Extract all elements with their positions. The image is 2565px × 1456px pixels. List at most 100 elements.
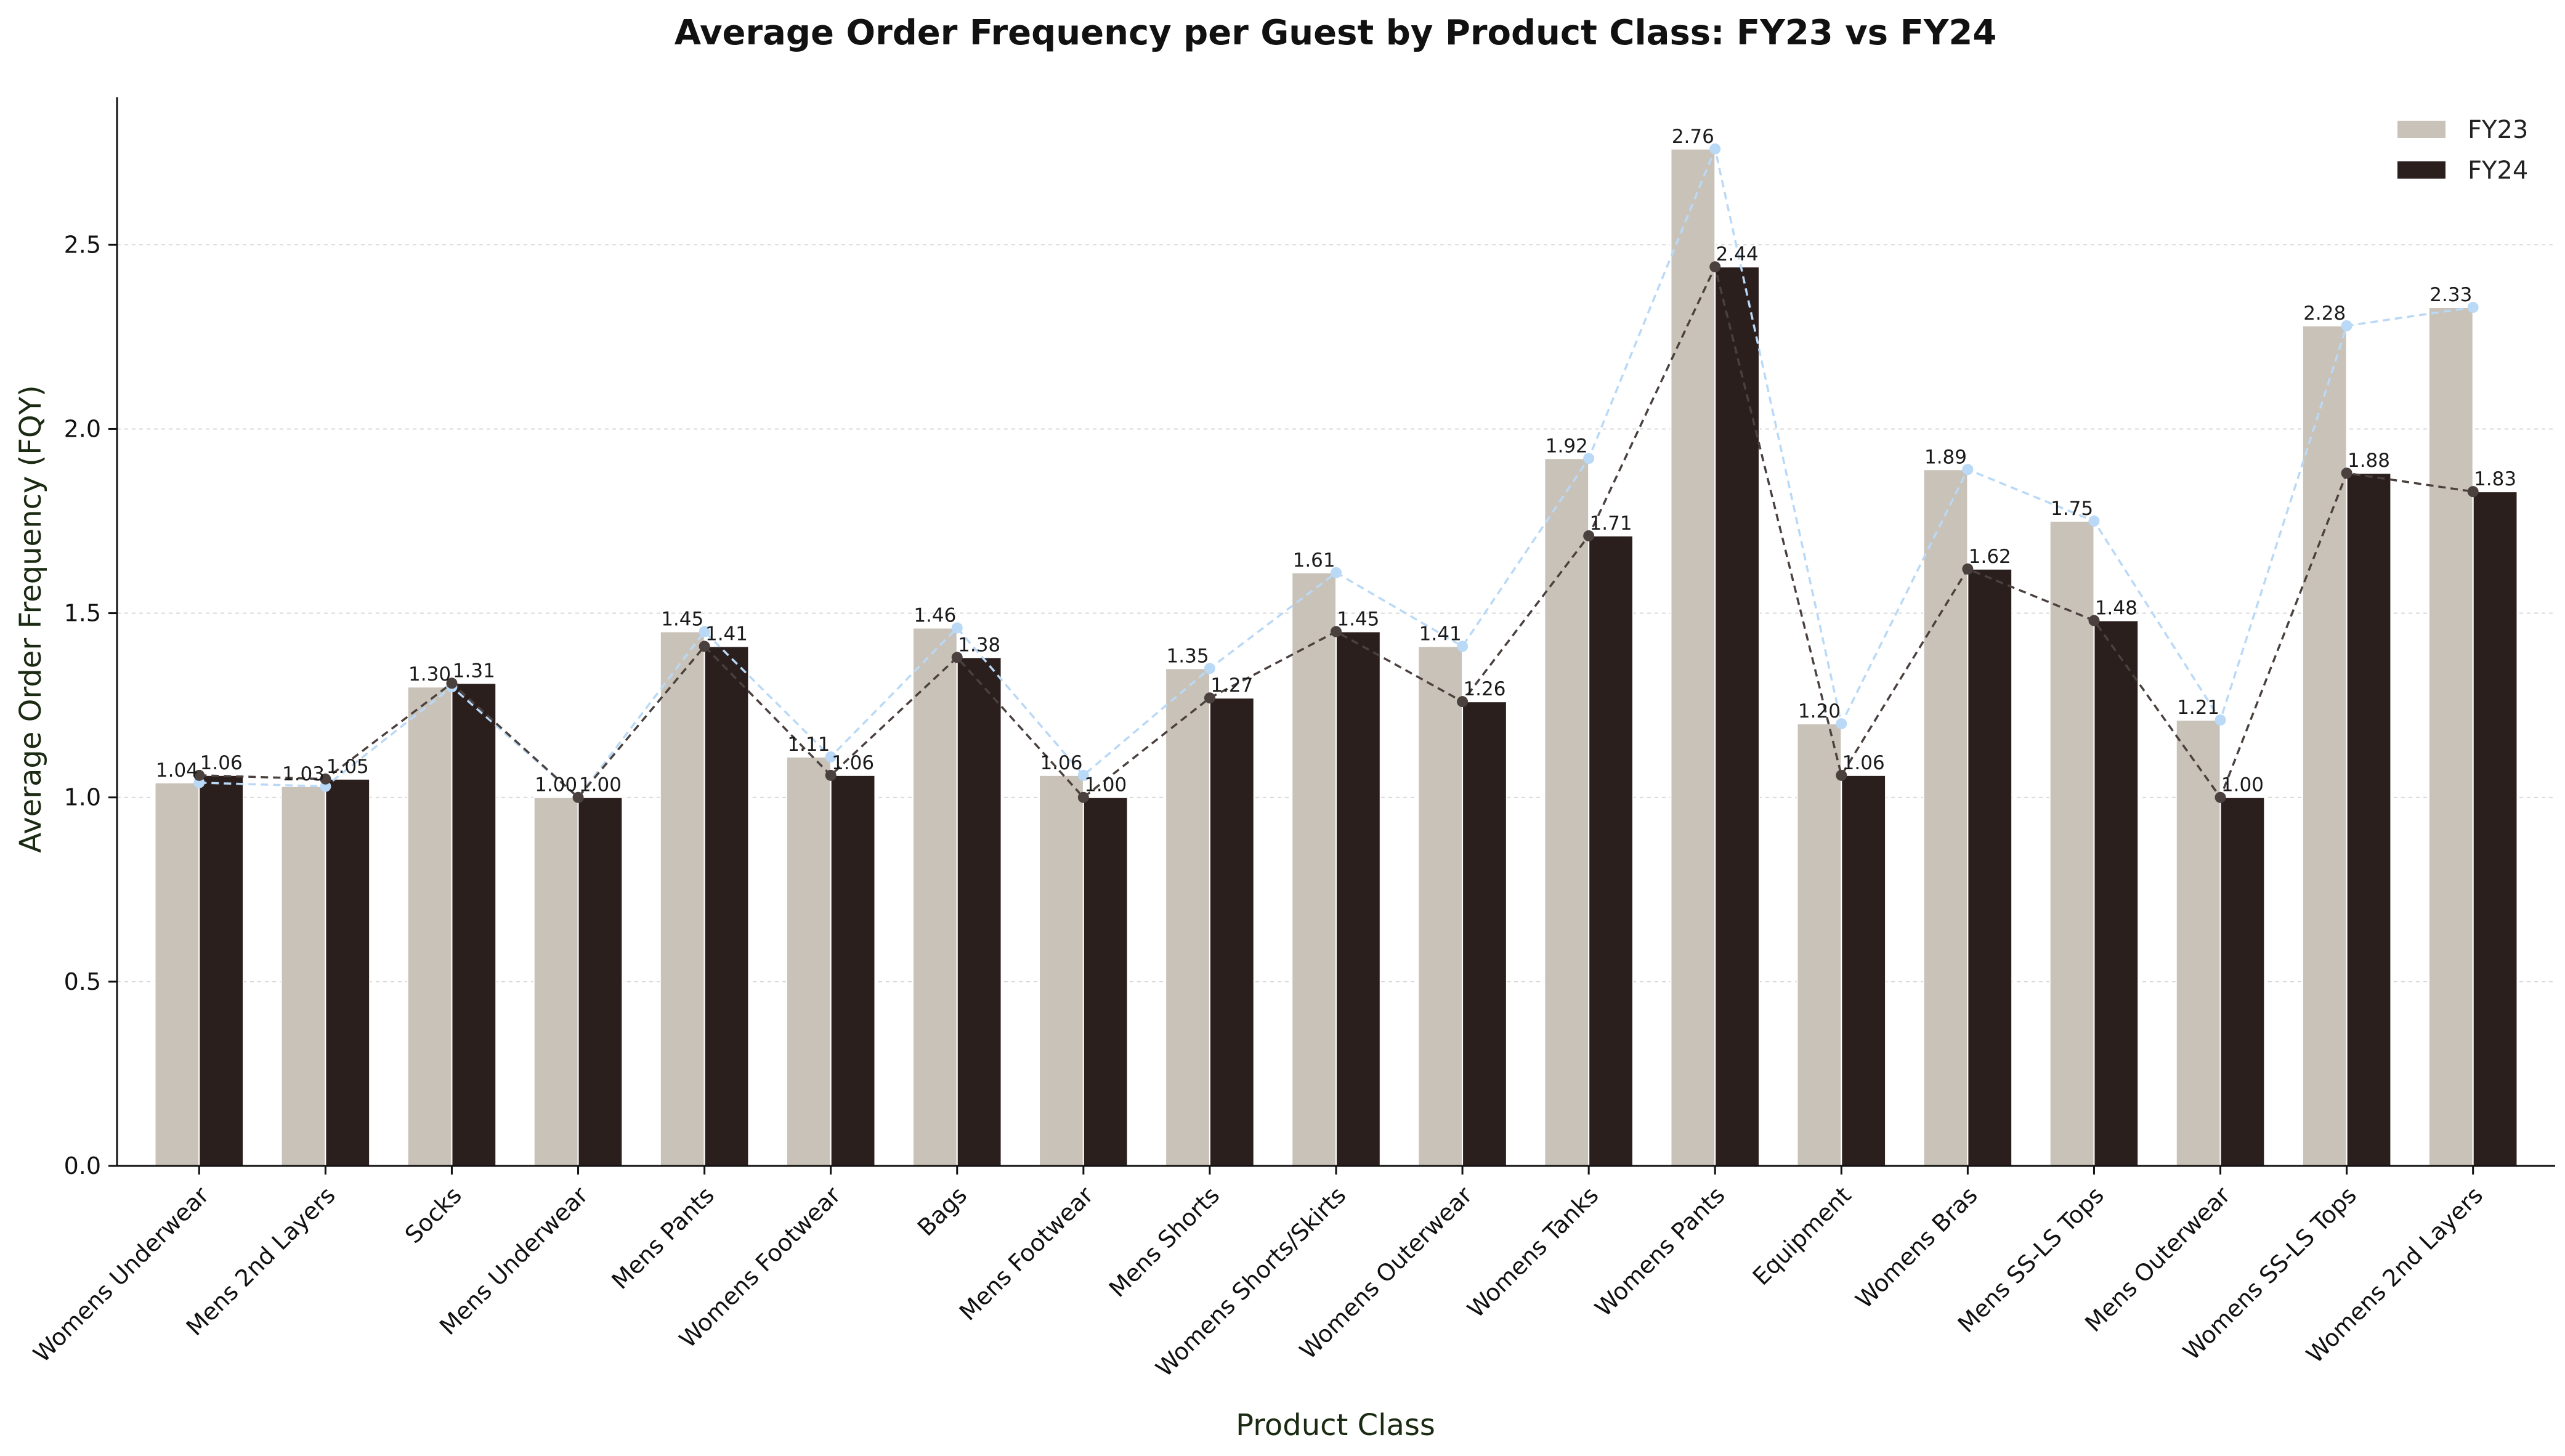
bar-fy24 xyxy=(830,774,876,1167)
data-label-fy24: 1.48 xyxy=(2095,597,2138,620)
marker-fy24 xyxy=(2467,486,2479,498)
bar-fy24 xyxy=(1714,266,1761,1167)
bar-fy23 xyxy=(2049,520,2095,1167)
bar-fy23 xyxy=(785,756,832,1167)
bar-fy23 xyxy=(1796,723,1842,1167)
x-tick-label: Equipment xyxy=(1748,1181,1857,1290)
marker-fy23 xyxy=(1962,464,1974,475)
bars xyxy=(154,148,2518,1167)
marker-fy24 xyxy=(320,773,331,785)
bar-fy23 xyxy=(2175,719,2221,1167)
bar-fy23 xyxy=(659,631,705,1167)
marker-fy23 xyxy=(951,622,963,634)
data-label-fy24: 1.06 xyxy=(200,752,243,774)
marker-fy24 xyxy=(193,769,205,781)
bar-fy23 xyxy=(1544,458,1590,1167)
y-tick-label: 0.0 xyxy=(64,1152,101,1179)
y-tick-label: 2.0 xyxy=(64,415,101,442)
bar-fy23 xyxy=(154,782,200,1167)
data-label-fy23: 1.75 xyxy=(2051,498,2093,520)
y-tick-label: 0.5 xyxy=(64,968,101,995)
data-label-fy24: 1.26 xyxy=(1463,678,1505,700)
marker-fy23 xyxy=(2467,302,2479,313)
data-label-fy24: 2.44 xyxy=(1716,243,1759,265)
data-label-fy24: 1.83 xyxy=(2474,468,2516,490)
data-label-fy23: 1.92 xyxy=(1546,435,1588,457)
legend-swatch-fy24 xyxy=(2397,161,2445,179)
marker-fy24 xyxy=(1962,563,1974,575)
bar-fy23 xyxy=(2301,325,2348,1167)
x-tick-label: Mens Shorts xyxy=(1104,1181,1225,1303)
data-label-fy24: 1.31 xyxy=(453,660,495,682)
marker-fy23 xyxy=(2088,516,2100,527)
legend-label-fy23: FY23 xyxy=(2468,116,2528,144)
data-label-fy23: 1.35 xyxy=(1167,645,1209,667)
x-tick-label: Bags xyxy=(912,1181,972,1241)
bar-fy23 xyxy=(1165,668,1210,1167)
bar-fy23 xyxy=(1923,469,1969,1167)
bar-fy23 xyxy=(407,686,453,1167)
marker-fy24 xyxy=(1457,696,1469,708)
bar-fy23 xyxy=(912,627,958,1167)
bar-fy24 xyxy=(1335,631,1381,1167)
bar-fy24 xyxy=(325,778,371,1167)
data-label-fy24: 1.71 xyxy=(1590,512,1632,535)
data-label-fy23: 2.76 xyxy=(1672,126,1714,148)
x-axis-label: Product Class xyxy=(1236,1408,1435,1442)
marker-fy24 xyxy=(2214,791,2226,803)
trend-lines xyxy=(193,143,2479,803)
data-label-fy24: 1.88 xyxy=(2348,450,2390,472)
data-label-fy23: 2.33 xyxy=(2429,284,2472,306)
data-label-fy23: 1.61 xyxy=(1293,549,1335,572)
marker-fy24 xyxy=(446,677,458,689)
data-label-fy23: 1.30 xyxy=(408,663,451,686)
marker-fy24 xyxy=(572,791,584,803)
data-label-fy24: 1.00 xyxy=(1084,774,1127,796)
data-label-fy23: 1.03 xyxy=(282,763,325,785)
marker-fy24 xyxy=(1583,530,1595,541)
data-label-fy23: 1.00 xyxy=(535,774,577,796)
marker-fy24 xyxy=(1077,791,1089,803)
bar-fy23 xyxy=(1670,148,1716,1167)
legend-swatch-fy23 xyxy=(2397,121,2445,138)
marker-fy23 xyxy=(1709,143,1721,155)
data-label-fy24: 1.06 xyxy=(1842,752,1885,774)
bar-fy24 xyxy=(2093,620,2139,1167)
x-tick-label: Womens Underwear xyxy=(28,1181,214,1367)
data-labels: 1.04 1.06 1.03 1.051.30 1.311.00 1.001.451.41… xyxy=(156,126,2516,796)
marker-fy24 xyxy=(699,641,710,652)
x-tick-label: Mens Footwear xyxy=(954,1181,1099,1326)
bar-fy23 xyxy=(1039,774,1084,1167)
legend-label-fy24: FY24 xyxy=(2468,156,2528,185)
data-label-fy24: 1.62 xyxy=(1969,546,2011,568)
data-label-fy24: 1.05 xyxy=(326,756,369,778)
marker-fy23 xyxy=(1331,567,1342,578)
bar-fy24 xyxy=(703,645,750,1167)
marker-fy24 xyxy=(1204,692,1215,704)
marker-fy23 xyxy=(1583,453,1595,464)
marker-fy24 xyxy=(2088,615,2100,626)
x-tick-label: Mens Pants xyxy=(607,1181,719,1294)
data-label-fy24: 1.00 xyxy=(2221,774,2264,796)
data-label-fy24: 1.45 xyxy=(1337,609,1379,631)
bar-fy23 xyxy=(533,796,579,1167)
bar-fy24 xyxy=(451,682,497,1167)
bar-fy24 xyxy=(1967,568,2013,1167)
marker-fy23 xyxy=(1077,769,1089,781)
chart-title: Average Order Frequency per Guest by Pro… xyxy=(675,13,1997,53)
bar-fy24 xyxy=(1209,697,1255,1167)
bar-fy24 xyxy=(2219,796,2266,1167)
marker-fy23 xyxy=(1204,663,1215,674)
data-label-fy23: 2.28 xyxy=(2303,302,2346,325)
marker-fy24 xyxy=(825,769,837,781)
marker-fy23 xyxy=(699,626,710,637)
x-tick-label: Womens Bras xyxy=(1850,1181,1983,1314)
bar-fy23 xyxy=(1417,645,1464,1167)
x-tick-label: Womens Tanks xyxy=(1462,1181,1604,1323)
bar-fy24 xyxy=(1462,701,1507,1167)
bar-fy24 xyxy=(2346,472,2392,1167)
bar-fy24 xyxy=(1841,774,1887,1167)
bar-fy23 xyxy=(2428,307,2474,1167)
bar-fy24 xyxy=(2472,491,2518,1167)
